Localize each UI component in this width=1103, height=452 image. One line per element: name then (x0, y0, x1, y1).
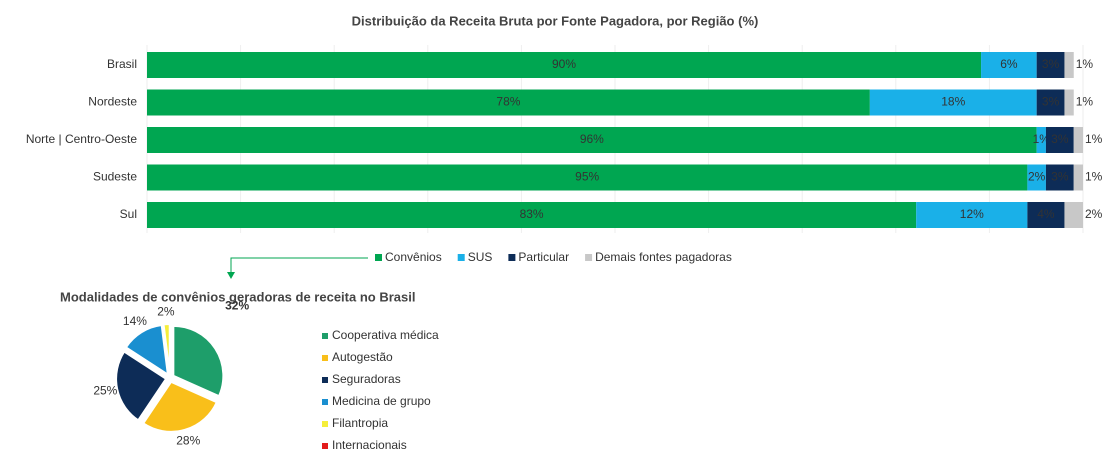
value-label: 2% (1085, 207, 1103, 221)
value-label: 95% (575, 170, 599, 184)
legend-label: Convênios (385, 250, 442, 264)
bar-segment (1027, 164, 1046, 191)
category-label: Brasil (107, 57, 137, 71)
legend-swatch (322, 377, 328, 383)
value-label: 12% (960, 207, 984, 221)
value-label: 3% (1051, 170, 1069, 184)
bar-segment (147, 127, 1037, 153)
value-label: 1% (1085, 132, 1103, 146)
legend-swatch (585, 254, 593, 261)
legend-label: SUS (468, 250, 493, 264)
pie-label: 2% (157, 304, 175, 318)
legend-swatch (375, 254, 382, 261)
bar-segment (1036, 89, 1065, 116)
value-label: 1% (1085, 170, 1103, 184)
value-label: 4% (1037, 207, 1055, 221)
value-label: 1% (1033, 132, 1051, 146)
bar-segment (1027, 202, 1065, 228)
pie-label: 14% (123, 314, 147, 328)
pie-slice (141, 380, 219, 433)
legend-label: Autogestão (332, 350, 393, 364)
legend-label: Medicina de grupo (332, 394, 431, 408)
bar-segment (1064, 52, 1074, 78)
connector-arrow (227, 272, 235, 279)
bar-segment (869, 89, 1037, 116)
value-label: 3% (1051, 132, 1069, 146)
connector (230, 257, 368, 272)
legend-swatch (457, 254, 465, 261)
category-label: Nordeste (88, 95, 137, 109)
pie-label: 28% (176, 434, 200, 448)
legend-label: Cooperativa médica (332, 328, 439, 342)
value-label: 1% (1076, 95, 1094, 109)
bar-segment (916, 202, 1028, 228)
pie-slice (172, 324, 225, 398)
legend-label: Particular (518, 250, 569, 264)
legend-label: Seguradoras (332, 372, 401, 386)
legend-swatch (508, 254, 516, 261)
legend-label: Demais fontes pagadoras (595, 250, 732, 264)
bar-segment (1064, 89, 1074, 116)
legend-swatch (322, 399, 328, 405)
legend-label: Filantropia (332, 416, 388, 430)
bar-segment (147, 202, 917, 228)
pie-slice (124, 323, 170, 377)
bar-segment (147, 164, 1028, 191)
bar-segment (1064, 202, 1083, 228)
value-label: 83% (520, 207, 544, 221)
value-label: 18% (941, 95, 965, 109)
value-label: 3% (1042, 95, 1060, 109)
pie-slice (115, 350, 168, 422)
bar-title: Distribuição da Receita Bruta por Fonte … (352, 13, 759, 28)
bar-segment (147, 89, 870, 116)
legend-swatch (322, 355, 328, 361)
legend-label: Internacionais (332, 438, 407, 452)
pie-title: Modalidades de convênios geradoras de re… (60, 289, 415, 304)
value-label: 1% (1076, 57, 1094, 71)
category-label: Sul (120, 207, 137, 221)
pie-label: 32% (225, 299, 249, 313)
value-label: 6% (1000, 57, 1018, 71)
bar-segment (1045, 164, 1074, 191)
bar-segment (1073, 127, 1083, 153)
bar-segment (147, 52, 982, 78)
bar-segment (1036, 127, 1046, 153)
bar-segment (1073, 164, 1083, 191)
legend-swatch (322, 443, 328, 449)
bar-segment (981, 52, 1037, 78)
legend-swatch (322, 421, 328, 427)
legend-swatch (322, 333, 328, 339)
value-label: 78% (496, 95, 520, 109)
category-label: Sudeste (93, 170, 137, 184)
bar-segment (1045, 127, 1074, 153)
category-label: Norte | Centro-Oeste (26, 132, 137, 146)
value-label: 90% (552, 57, 576, 71)
bar-segment (1036, 52, 1065, 78)
value-label: 96% (580, 132, 604, 146)
value-label: 3% (1042, 57, 1060, 71)
pie-label: 25% (93, 383, 117, 397)
value-label: 2% (1028, 170, 1046, 184)
